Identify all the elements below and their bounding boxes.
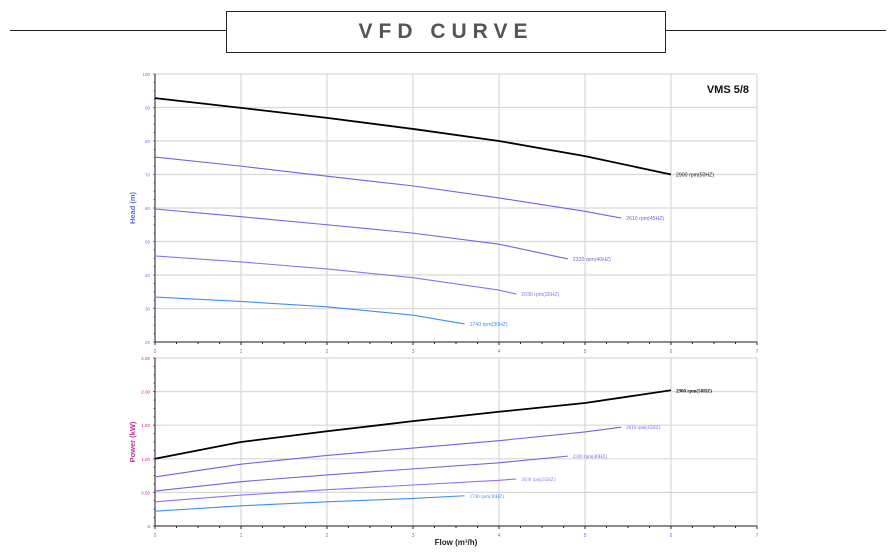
- chart-title: VMS 5/8: [707, 84, 749, 96]
- x-tick-label: 3: [412, 533, 415, 539]
- series-line-2030-rpm-35hz-: [154, 478, 517, 503]
- x-tick-label: 4: [498, 349, 501, 355]
- y-tick-label: 2.00: [141, 390, 150, 395]
- x-tick-label: 7: [756, 533, 759, 539]
- x-axis-label: Flow (m³/h): [435, 538, 478, 547]
- x-tick-label: 5: [584, 533, 587, 539]
- y-tick-label: 1.50: [141, 423, 150, 428]
- series-line-2030-rpm-35hz-: [154, 255, 517, 295]
- series-label: 2030 rpm(35HZ): [521, 292, 559, 298]
- series-line-2320-rpm-40hz-: [154, 455, 568, 492]
- series-line-2320-rpm-40hz-: [154, 208, 568, 260]
- series-line-2610-rpm-45hz-: [154, 156, 622, 219]
- series-label: 2610 rpm(45HZ): [626, 426, 661, 431]
- series-line-2610-rpm-45hz-: [154, 426, 622, 478]
- y-tick-label: 90: [145, 106, 151, 111]
- y-tick-label: 50: [145, 240, 151, 245]
- y-tick-label: 100: [142, 72, 150, 77]
- x-tick-label: 7: [756, 349, 759, 355]
- x-tick-label: 3: [412, 349, 415, 355]
- y-tick-label: 70: [145, 173, 151, 178]
- x-tick-label: 2: [326, 533, 329, 539]
- series-line-2900-rpm-50hz-: [154, 97, 672, 176]
- x-tick-label: 2: [326, 349, 329, 355]
- series-label: 2610 rpm(45HZ): [626, 216, 664, 222]
- x-tick-label: 0: [154, 533, 157, 539]
- y-tick-label: 30: [145, 307, 151, 312]
- y-tick-label: 80: [145, 139, 151, 144]
- x-tick-label: 6: [670, 349, 673, 355]
- series-label: 2320 rpm(40HZ): [573, 257, 611, 263]
- x-tick-label: 6: [670, 533, 673, 539]
- series-label: 1740 rpm(30HZ): [470, 322, 508, 328]
- title-rule-left: [10, 30, 226, 31]
- y-axis-label: Power (kW): [128, 421, 137, 462]
- series-label: 2320 rpm(40HZ): [573, 455, 608, 460]
- series-line-2900-rpm-50hz-: [154, 389, 672, 460]
- x-tick-label: 4: [498, 533, 501, 539]
- series-label: 2900 rpm(50HZ): [676, 389, 712, 394]
- x-tick-label: 1: [240, 349, 243, 355]
- series-label: 2900 rpm(50HZ): [676, 173, 714, 179]
- y-tick-label: 40: [145, 273, 151, 278]
- y-tick-label: 0: [147, 524, 150, 529]
- series-line-1740-rpm-30hz-: [154, 296, 465, 325]
- page-title: VFD CURVE: [226, 11, 666, 53]
- x-tick-label: 1: [240, 533, 243, 539]
- title-rule-right: [666, 30, 886, 31]
- series-line-1740-rpm-30hz-: [154, 495, 465, 512]
- y-tick-label: 1.00: [141, 457, 150, 462]
- y-axis-label: Head (m): [128, 191, 137, 224]
- series-label: 2030 rpm(35HZ): [521, 478, 556, 483]
- series-label: 1740 rpm(30HZ): [470, 495, 505, 500]
- x-tick-label: 5: [584, 349, 587, 355]
- y-tick-label: 20: [145, 340, 151, 345]
- y-tick-label: 0.50: [141, 490, 150, 495]
- y-tick-label: 60: [145, 206, 151, 211]
- x-tick-label: 0: [154, 349, 157, 355]
- y-tick-label: 2.50: [141, 356, 150, 361]
